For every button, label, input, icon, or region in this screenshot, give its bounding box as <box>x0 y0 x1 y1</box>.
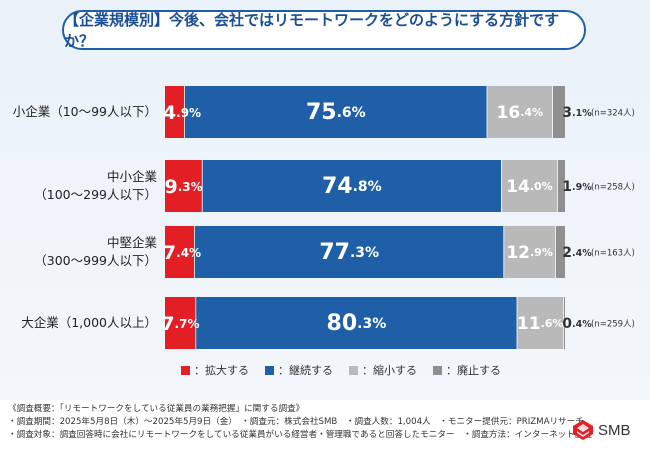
data-label-continue: 77.3% <box>319 240 379 265</box>
bar-segment-continue <box>194 226 504 278</box>
legend-label-expand: ：拡大する <box>194 363 249 377</box>
bar-segment-shrink <box>503 226 556 278</box>
data-label-abolish: 1.9% <box>562 179 592 195</box>
smb-logo: SMB <box>572 418 644 442</box>
bar-segment-expand <box>165 160 203 212</box>
data-label-continue: 80.3% <box>327 311 387 336</box>
footer-line-2: ・調査期間：2025年5月8日（木）〜2025年5月9日（金） ・調査元：株式会… <box>8 417 584 427</box>
sample-size-label: (n=258人) <box>591 183 635 193</box>
bar-segment-abolish <box>555 226 565 278</box>
data-label-expand: 7.7% <box>161 313 199 335</box>
data-label-shrink: 11.6% <box>517 314 564 334</box>
sample-size-label: (n=324人) <box>591 109 635 119</box>
smb-logo-icon <box>573 420 593 440</box>
data-label-abolish: 0.4% <box>562 316 592 332</box>
chart-title: 【企業規模別】今後、会社ではリモートワークをどのようにする方針ですか？ <box>64 11 560 50</box>
bar-segment-continue <box>184 86 487 138</box>
legend-swatch-shrink <box>349 366 358 375</box>
data-label-expand: 9.3% <box>165 176 203 198</box>
data-label-continue: 74.8% <box>322 174 382 199</box>
category-label: 中堅企業（300〜999人以下） <box>34 235 157 268</box>
data-label-shrink: 12.9% <box>506 243 553 263</box>
legend-swatch-continue <box>265 366 274 375</box>
data-label-shrink: 16.4% <box>497 103 544 123</box>
chart-title-box: 【企業規模別】今後、会社ではリモートワークをどのようにする方針ですか？ <box>62 10 586 50</box>
data-label-shrink: 14.0% <box>506 177 553 197</box>
category-label: 大企業（1,000人以上） <box>21 315 157 330</box>
legend-swatch-abolish <box>433 366 442 375</box>
bar-segment-expand <box>165 226 195 278</box>
logo-text: SMB <box>598 421 631 439</box>
sample-size-label: (n=163人) <box>591 249 635 259</box>
bar-segment-abolish <box>563 297 565 349</box>
bar-segment-shrink <box>501 160 558 212</box>
category-label: 中小企業（100〜299人以下） <box>34 169 157 202</box>
bar-segment-shrink <box>517 297 564 349</box>
bar-segment-expand <box>165 86 185 138</box>
legend-swatch-expand <box>181 366 190 375</box>
bar-segment-shrink <box>487 86 553 138</box>
footer-line-3: ・調査対象：調査回答時に会社にリモートワークをしている従業員がいる経営者・管理職… <box>8 430 593 440</box>
bar-segment-abolish <box>557 160 565 212</box>
footer-line-1: 《調査概要：「リモートワークをしている従業員の業務把握」に関する調査》 <box>8 404 305 414</box>
legend-label-shrink: ：縮小する <box>362 363 417 377</box>
legend-label-continue: ：継続する <box>278 363 333 377</box>
survey-footer: 《調査概要：「リモートワークをしている従業員の業務把握」に関する調査》 ・調査期… <box>8 403 593 442</box>
bar-segment-expand <box>165 297 196 349</box>
bar-segment-continue <box>202 160 502 212</box>
data-label-abolish: 2.4% <box>562 245 592 261</box>
data-label-expand: 4.9% <box>163 102 201 124</box>
bar-segment-abolish <box>552 86 565 138</box>
data-label-abolish: 3.1% <box>562 105 592 121</box>
stacked-bar-chart: 小企業（10〜99人以下） 4.9% 75.6% 16.4% 3.1% (n=324人) 中… <box>13 86 635 377</box>
data-label-continue: 75.6% <box>306 100 366 125</box>
data-label-expand: 7.4% <box>163 242 201 264</box>
category-label: 小企業（10〜99人以下） <box>13 104 157 119</box>
sample-size-label: (n=259人) <box>591 320 635 330</box>
legend-label-abolish: ：廃止する <box>446 363 501 377</box>
bar-segment-continue <box>195 297 518 349</box>
